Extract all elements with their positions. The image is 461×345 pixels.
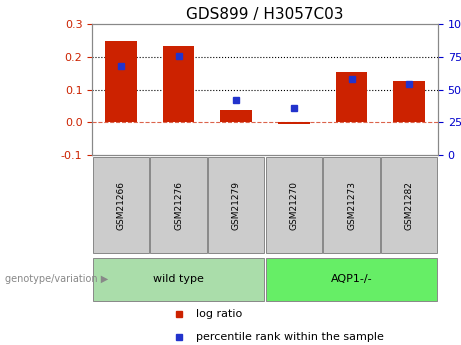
Bar xyxy=(393,81,425,122)
Text: GSM21279: GSM21279 xyxy=(232,181,241,230)
Text: AQP1-/-: AQP1-/- xyxy=(331,275,372,284)
Text: GSM21273: GSM21273 xyxy=(347,181,356,230)
Text: GSM21282: GSM21282 xyxy=(405,181,414,230)
Bar xyxy=(266,157,322,253)
Bar xyxy=(105,41,137,122)
Text: GSM21266: GSM21266 xyxy=(117,181,125,230)
Text: genotype/variation ▶: genotype/variation ▶ xyxy=(5,275,108,284)
Bar xyxy=(208,157,265,253)
Bar xyxy=(220,110,252,122)
Bar xyxy=(150,157,207,253)
Bar xyxy=(323,157,380,253)
Text: log ratio: log ratio xyxy=(196,309,242,319)
Bar xyxy=(278,122,310,124)
Bar xyxy=(163,47,195,122)
Text: percentile rank within the sample: percentile rank within the sample xyxy=(196,332,384,342)
Text: wild type: wild type xyxy=(153,275,204,284)
Text: GSM21276: GSM21276 xyxy=(174,181,183,230)
Bar xyxy=(93,157,149,253)
Bar xyxy=(381,157,437,253)
Bar xyxy=(93,258,265,301)
Bar xyxy=(336,72,367,122)
Text: GSM21270: GSM21270 xyxy=(290,181,298,230)
Bar xyxy=(266,258,437,301)
Title: GDS899 / H3057C03: GDS899 / H3057C03 xyxy=(186,7,344,22)
